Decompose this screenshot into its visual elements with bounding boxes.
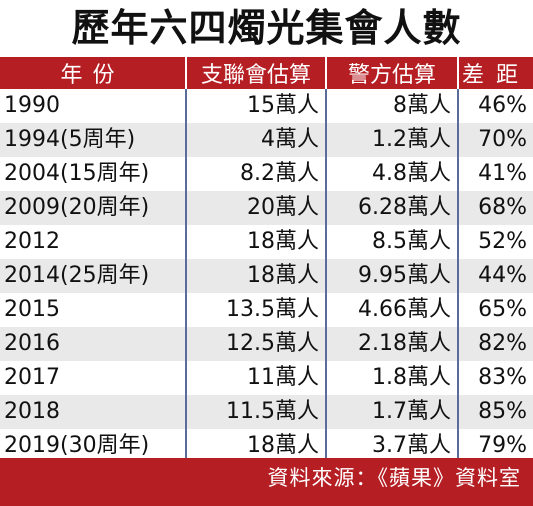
table-row: 2018 11.5萬人 1.7萬人 85% <box>0 395 533 429</box>
cell-year: 2018 <box>0 395 186 429</box>
table-row: 2016 12.5萬人 2.18萬人 82% <box>0 327 533 361</box>
cell-gap: 44% <box>457 259 533 293</box>
cell-hkasp-estimate: 11.5萬人 <box>185 395 326 429</box>
cell-year: 1994(5周年) <box>0 123 186 157</box>
cell-police-estimate: 1.8萬人 <box>325 361 458 395</box>
cell-gap: 68% <box>457 191 533 225</box>
cell-hkasp-estimate: 20萬人 <box>185 191 326 225</box>
cell-year: 1990 <box>4 93 60 118</box>
cell-gap: 85% <box>457 395 533 429</box>
table-row: 1994(5周年) 4萬人 1.2萬人 70% <box>0 123 533 157</box>
table-row: 2019(30周年) 18萬人 3.7萬人 79% <box>0 429 533 463</box>
cell-hkasp-estimate: 18萬人 <box>185 259 326 293</box>
cell-police-estimate: 9.95萬人 <box>325 259 458 293</box>
cell-police-estimate: 6.28萬人 <box>325 191 458 225</box>
table-row: 2015 13.5萬人 4.66萬人 65% <box>0 293 533 327</box>
cell-year: 2004(15周年) <box>4 161 150 186</box>
cell-police-estimate: 8萬人 <box>325 89 458 123</box>
table-row: 2012 18萬人 8.5萬人 52% <box>0 225 533 259</box>
table-row: 1990 15萬人 8萬人 46% <box>0 89 533 123</box>
cell-year: 2017 <box>4 365 60 390</box>
table-row: 2014(25周年) 18萬人 9.95萬人 44% <box>0 259 533 293</box>
cell-gap: 70% <box>457 123 533 157</box>
cell-gap: 82% <box>457 327 533 361</box>
cell-gap: 83% <box>457 361 533 395</box>
cell-police-estimate: 4.8萬人 <box>325 157 458 191</box>
cell-police-estimate: 3.7萬人 <box>325 429 458 463</box>
cell-gap: 52% <box>457 225 533 259</box>
cell-year: 2019(30周年) <box>4 433 150 458</box>
header-hkasp-estimate: 支聯會估算 <box>185 57 326 89</box>
cell-police-estimate: 2.18萬人 <box>325 327 458 361</box>
attendance-table: 年份 支聯會估算 警方估算 差距 1990 15萬人 8萬人 46% 1994(5周年)… <box>0 57 533 463</box>
cell-hkasp-estimate: 8.2萬人 <box>185 157 326 191</box>
cell-hkasp-estimate: 15萬人 <box>185 89 326 123</box>
cell-gap: 65% <box>457 293 533 327</box>
cell-hkasp-estimate: 11萬人 <box>185 361 326 395</box>
cell-hkasp-estimate: 18萬人 <box>185 225 326 259</box>
cell-police-estimate: 1.7萬人 <box>325 395 458 429</box>
table-row: 2017 11萬人 1.8萬人 83% <box>0 361 533 395</box>
header-police-estimate: 警方估算 <box>325 57 458 89</box>
source-footer: 資料來源：《蘋果》資料室 <box>0 458 533 506</box>
cell-year: 2012 <box>4 229 60 254</box>
cell-gap: 46% <box>457 89 533 123</box>
cell-gap: 79% <box>457 429 533 463</box>
cell-hkasp-estimate: 12.5萬人 <box>185 327 326 361</box>
table-row: 2009(20周年) 20萬人 6.28萬人 68% <box>0 191 533 225</box>
table-header: 年份 支聯會估算 警方估算 差距 <box>0 57 533 89</box>
cell-police-estimate: 1.2萬人 <box>325 123 458 157</box>
cell-year: 2009(20周年) <box>0 191 186 225</box>
cell-police-estimate: 8.5萬人 <box>325 225 458 259</box>
table-row: 2004(15周年) 8.2萬人 4.8萬人 41% <box>0 157 533 191</box>
cell-hkasp-estimate: 4萬人 <box>185 123 326 157</box>
cell-year: 2016 <box>0 327 186 361</box>
cell-hkasp-estimate: 13.5萬人 <box>185 293 326 327</box>
cell-year: 2015 <box>4 297 60 322</box>
cell-year: 2014(25周年) <box>0 259 186 293</box>
cell-gap: 41% <box>457 157 533 191</box>
header-year: 年份 <box>0 57 186 89</box>
page-title: 歷年六四燭光集會人數 <box>71 6 462 50</box>
header-gap: 差距 <box>457 57 533 89</box>
cell-hkasp-estimate: 18萬人 <box>185 429 326 463</box>
cell-police-estimate: 4.66萬人 <box>325 293 458 327</box>
table-body: 1990 15萬人 8萬人 46% 1994(5周年) 4萬人 1.2萬人 70% 2004(1… <box>0 89 533 463</box>
